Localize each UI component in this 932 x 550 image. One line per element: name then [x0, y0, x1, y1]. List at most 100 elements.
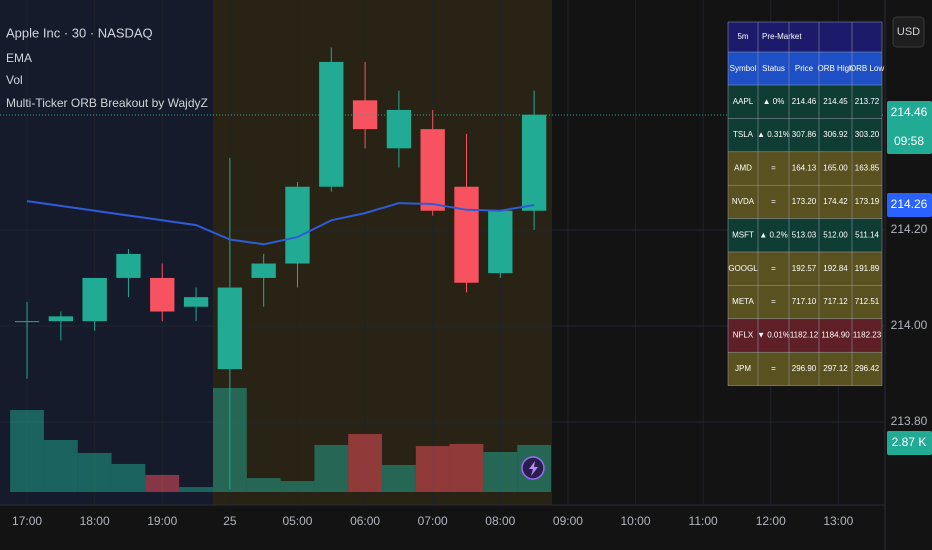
table-cell: 512.00	[823, 230, 848, 239]
orb-table: 5m Pre-Market Symbol Status Price ORB HighORB…	[727, 21, 884, 386]
table-row	[728, 285, 882, 319]
volume-bar	[246, 478, 281, 492]
table-cell: ▲ 0%	[763, 97, 785, 106]
candle-body	[14, 321, 40, 323]
column-header: Symbol	[730, 64, 757, 73]
table-cell: TSLA	[733, 130, 754, 139]
table-row	[728, 185, 882, 219]
table-cell: 163.85	[855, 164, 880, 173]
table-row	[728, 118, 882, 152]
volume-bar	[449, 443, 484, 492]
x-tick-label: 13:00	[823, 514, 853, 528]
table-cell: 191.89	[855, 264, 880, 273]
volume-bar	[10, 410, 44, 492]
table-cell: 307.86	[792, 130, 817, 139]
table-cell: 511.14	[855, 230, 879, 239]
table-cell: MSFT	[732, 230, 754, 239]
column-header: ORB High	[817, 64, 853, 73]
table-row	[728, 85, 882, 119]
table-cell: 214.45	[823, 97, 848, 106]
candle-body	[217, 287, 243, 370]
indicator: Vol	[6, 73, 23, 87]
indicator: EMA	[6, 51, 32, 65]
candle-body	[386, 109, 412, 149]
x-tick-label: 08:00	[485, 514, 515, 528]
table-cell: =	[771, 364, 776, 373]
column-header: ORB Low	[850, 64, 884, 73]
candle-body	[454, 186, 479, 283]
volume-bar	[483, 451, 518, 492]
volume-bar	[43, 440, 78, 492]
volume-bar	[111, 463, 146, 492]
candle-body	[82, 277, 107, 322]
x-tick-label: 25	[223, 514, 237, 528]
lightning-glyph	[529, 461, 538, 476]
table-title-row	[728, 22, 882, 52]
volume-bar	[145, 474, 180, 492]
table-cell: =	[771, 164, 776, 173]
candle-body	[116, 253, 141, 278]
ema-price-badge	[887, 193, 932, 217]
table-cell: GOOGL	[728, 264, 758, 273]
last-price-badge	[887, 101, 932, 154]
volume-value: 2.87 K	[892, 435, 927, 449]
y-tick-label: 214.00	[891, 318, 928, 332]
candles	[14, 47, 547, 490]
volume	[10, 388, 552, 492]
volume-badge	[887, 431, 932, 455]
volume-bar	[77, 452, 112, 492]
table-cell: 214.46	[792, 97, 817, 106]
ema-line	[26, 200, 535, 246]
volume-bar	[314, 444, 349, 492]
candle-body	[285, 186, 310, 264]
x-tick-label: 07:00	[418, 514, 448, 528]
candle-body	[150, 277, 175, 312]
last-price: 214.46	[891, 105, 928, 119]
x-tick-label: 05:00	[282, 514, 312, 528]
table-cell: 192.57	[792, 264, 817, 273]
x-tick-label: 19:00	[147, 514, 177, 528]
y-tick-label: 214.20	[891, 222, 928, 236]
ema-price: 214.26	[891, 197, 928, 211]
candle-body	[183, 297, 209, 307]
table-cell: 306.92	[823, 130, 848, 139]
table-cell: 712.51	[855, 297, 880, 306]
table-row	[728, 318, 882, 353]
candle-body	[48, 316, 74, 322]
table-cell: 165.00	[823, 164, 848, 173]
table-cell: 173.20	[792, 197, 817, 206]
table-cell: NFLX	[733, 331, 754, 340]
table-row	[728, 252, 882, 286]
table-title: 5m	[737, 32, 748, 41]
currency-button[interactable]	[892, 16, 925, 48]
table-cell: 296.90	[792, 364, 817, 373]
y-tick-label: 213.80	[891, 414, 928, 428]
table-cell: 513.03	[792, 230, 817, 239]
table-cell: 717.12	[823, 297, 848, 306]
volume-bar	[179, 487, 213, 492]
table-cell: AMD	[734, 164, 752, 173]
x-tick-label: 18:00	[80, 514, 110, 528]
volume-bar	[415, 446, 450, 492]
candle-body	[420, 129, 445, 211]
table-cell: ▲ 0.2%	[759, 230, 787, 239]
x-tick-label: 10:00	[621, 514, 651, 528]
volume-bar	[280, 481, 315, 492]
table-cell: 213.72	[855, 97, 880, 106]
candle-body	[521, 114, 547, 211]
column-header: Status	[762, 64, 785, 73]
countdown: 09:58	[894, 134, 924, 148]
table-cell: 174.42	[823, 197, 848, 206]
table-cell: 296.42	[855, 364, 880, 373]
table-cell: =	[771, 264, 776, 273]
table-row	[728, 218, 882, 252]
table-cell: =	[771, 297, 776, 306]
candle-body	[488, 210, 513, 274]
x-tick-label: 06:00	[350, 514, 380, 528]
labels: 213.80 214.00 214.20 17:00 18:00 19:00 25 05:00…	[12, 222, 928, 528]
table-cell: 173.19	[855, 197, 880, 206]
table-cell: 164.13	[792, 164, 817, 173]
table-cell: 192.84	[823, 264, 848, 273]
